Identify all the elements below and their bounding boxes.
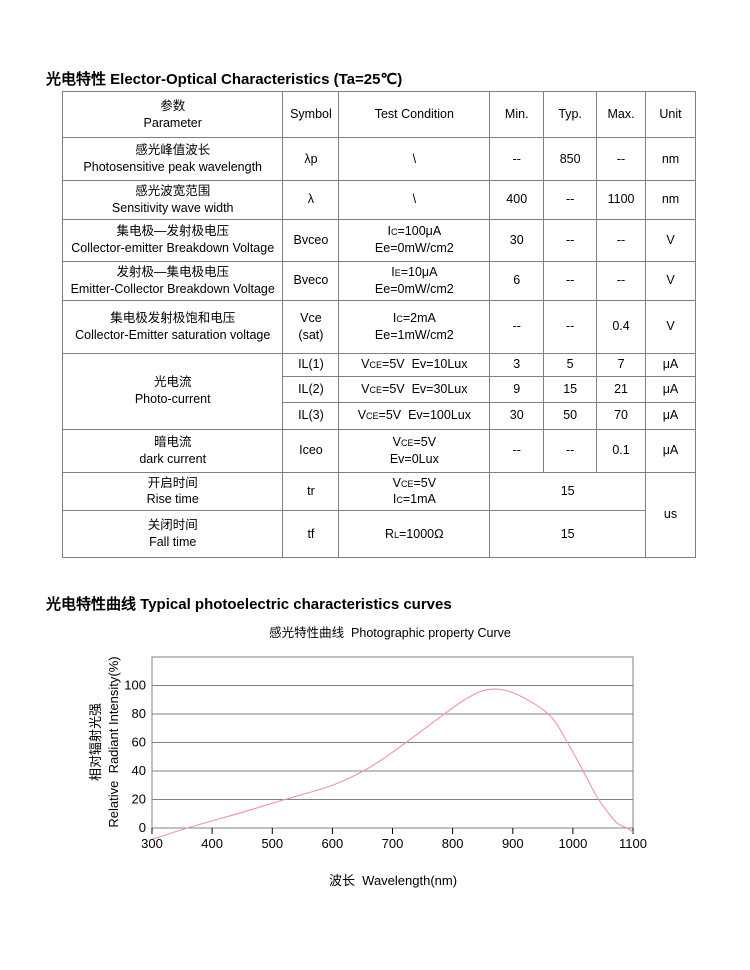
svg-text:600: 600: [322, 836, 344, 851]
svg-text:300: 300: [141, 836, 163, 851]
svg-text:40: 40: [132, 763, 146, 778]
svg-text:波长 Wavelength(nm): 波长 Wavelength(nm): [329, 873, 457, 888]
svg-text:700: 700: [382, 836, 404, 851]
svg-text:Relative Radiant Intensity(%): Relative Radiant Intensity(%): [106, 656, 121, 827]
svg-text:800: 800: [442, 836, 464, 851]
svg-text:相对辐射光强: 相对辐射光强: [88, 703, 103, 781]
svg-text:1100: 1100: [619, 836, 647, 851]
svg-text:80: 80: [132, 706, 146, 721]
svg-text:60: 60: [132, 735, 146, 750]
svg-text:400: 400: [201, 836, 223, 851]
svg-text:100: 100: [124, 678, 146, 693]
svg-text:0: 0: [139, 820, 146, 835]
svg-text:500: 500: [261, 836, 283, 851]
svg-text:1000: 1000: [558, 836, 587, 851]
svg-text:900: 900: [502, 836, 524, 851]
svg-text:20: 20: [132, 792, 146, 807]
